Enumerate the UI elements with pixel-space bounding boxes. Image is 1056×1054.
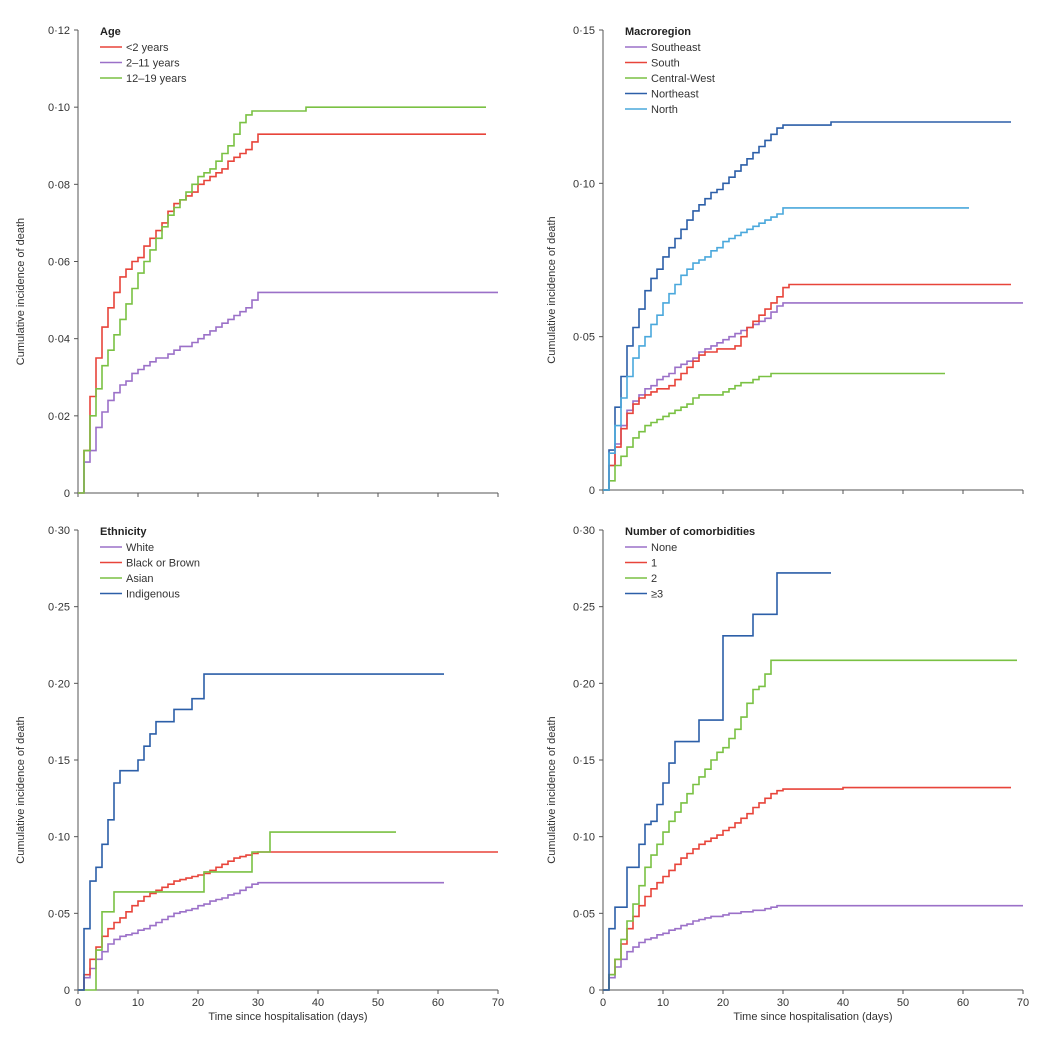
series-line-northeast	[603, 121, 1011, 491]
legend-title: Age	[100, 26, 121, 38]
y-tick-label: 0·10	[48, 102, 70, 114]
y-tick-label: 0·06	[48, 257, 70, 269]
y-tick-label: 0	[589, 985, 595, 997]
x-tick-label: 50	[372, 997, 384, 1009]
x-tick-label: 30	[252, 997, 264, 1009]
x-tick-label: 40	[837, 997, 849, 1009]
series-line-12-19-years	[78, 106, 486, 494]
y-axis-label: Cumulative incidence of death	[15, 218, 27, 365]
legend-label-1: 1	[651, 558, 657, 570]
y-tick-label: 0·25	[48, 602, 70, 614]
x-tick-label: 60	[957, 997, 969, 1009]
series-line-white	[78, 881, 444, 991]
series-line-central-west	[603, 372, 945, 491]
legend-title: Ethnicity	[100, 526, 147, 538]
legend-label-south: South	[651, 58, 680, 70]
legend-label-white: White	[126, 542, 154, 554]
x-tick-label: 10	[132, 997, 144, 1009]
panel-age: 0 0·02 0·04 0·06 0·08 0·10 0·12 Cumulative inci…	[15, 25, 499, 500]
y-axis-label: Cumulative incidence of death	[546, 216, 558, 363]
y-tick-label: 0·08	[48, 179, 70, 191]
legend-label-southeast: Southeast	[651, 42, 701, 54]
y-tick-label: 0·12	[48, 25, 70, 37]
legend-label-central-west: Central-West	[651, 73, 715, 85]
series-line-south	[603, 283, 1011, 491]
x-tick-label: 70	[1017, 997, 1029, 1009]
y-tick-label: 0·30	[48, 525, 70, 537]
series-line-indigenous	[78, 673, 444, 991]
y-axis-label: Cumulative incidence of death	[546, 716, 558, 863]
y-tick-label: 0·05	[573, 332, 595, 344]
series-line-southeast	[603, 302, 1023, 491]
y-tick-label: 0·05	[48, 908, 70, 920]
x-tick-label: 50	[897, 997, 909, 1009]
series-line-asian	[78, 831, 396, 991]
y-axis-label: Cumulative incidence of death	[15, 716, 27, 863]
y-tick-label: 0·15	[48, 755, 70, 767]
series-line-ge3	[603, 572, 831, 991]
series-line-2	[603, 659, 1017, 991]
series-line-1	[603, 786, 1011, 991]
y-tick-label: 0·02	[48, 411, 70, 423]
legend-label-asian: Asian	[126, 573, 154, 585]
y-tick-label: 0	[64, 488, 70, 500]
x-tick-label: 60	[432, 997, 444, 1009]
y-tick-label: 0·10	[48, 832, 70, 844]
x-tick-label: 20	[192, 997, 204, 1009]
series-line-lt2-years	[78, 133, 486, 494]
legend-label-indigenous: Indigenous	[126, 589, 180, 601]
legend-label-ge3: ≥3	[651, 589, 663, 601]
y-tick-label: 0	[589, 485, 595, 497]
y-tick-label: 0·05	[573, 908, 595, 920]
legend-label-none: None	[651, 542, 677, 554]
y-tick-label: 0·30	[573, 525, 595, 537]
series-line-2-11-years	[78, 291, 498, 494]
y-tick-label: 0·04	[48, 334, 70, 346]
legend-label-north: North	[651, 104, 678, 116]
legend-label-black-or-brown: Black or Brown	[126, 558, 200, 570]
x-tick-label: 20	[717, 997, 729, 1009]
x-tick-label: 70	[492, 997, 504, 1009]
y-tick-label: 0·15	[573, 755, 595, 767]
legend-label-12-19-years: 12–19 years	[126, 73, 187, 85]
y-tick-label: 0·20	[573, 678, 595, 690]
y-tick-label: 0·15	[573, 25, 595, 37]
y-tick-label: 0·10	[573, 832, 595, 844]
x-tick-label: 10	[657, 997, 669, 1009]
legend-label-northeast: Northeast	[651, 89, 699, 101]
x-tick-label: 0	[600, 997, 606, 1009]
series-line-none	[603, 904, 1023, 991]
legend-label-2: 2	[651, 573, 657, 585]
legend-title: Number of comorbidities	[625, 526, 755, 538]
panel-number-of-comorbidities: 0 0·05 0·10 0·15 0·20 0·25 0·30 0 10 20 30 40 50 60 70…	[546, 525, 1029, 1023]
panel-ethnicity: 0 0·05 0·10 0·15 0·20 0·25 0·30 0 10 20 30 40 50 60 70…	[15, 525, 504, 1023]
x-tick-label: 0	[75, 997, 81, 1009]
series-line-north	[603, 207, 969, 491]
x-axis-label: Time since hospitalisation (days)	[733, 1011, 892, 1023]
legend-title: Macroregion	[625, 26, 691, 38]
x-axis-label: Time since hospitalisation (days)	[208, 1011, 367, 1023]
panel-macroregion: 0 0·05 0·10 0·15 Cumulative incidence of dea…	[546, 25, 1024, 497]
legend-label-2-11-years: 2–11 years	[126, 58, 180, 70]
x-tick-label: 40	[312, 997, 324, 1009]
y-tick-label: 0·25	[573, 602, 595, 614]
x-tick-label: 30	[777, 997, 789, 1009]
legend-label-lt2-years: <2 years	[126, 42, 169, 54]
y-tick-label: 0·20	[48, 678, 70, 690]
y-tick-label: 0	[64, 985, 70, 997]
y-tick-label: 0·10	[573, 178, 595, 190]
series-line-black-or-brown	[78, 851, 498, 991]
